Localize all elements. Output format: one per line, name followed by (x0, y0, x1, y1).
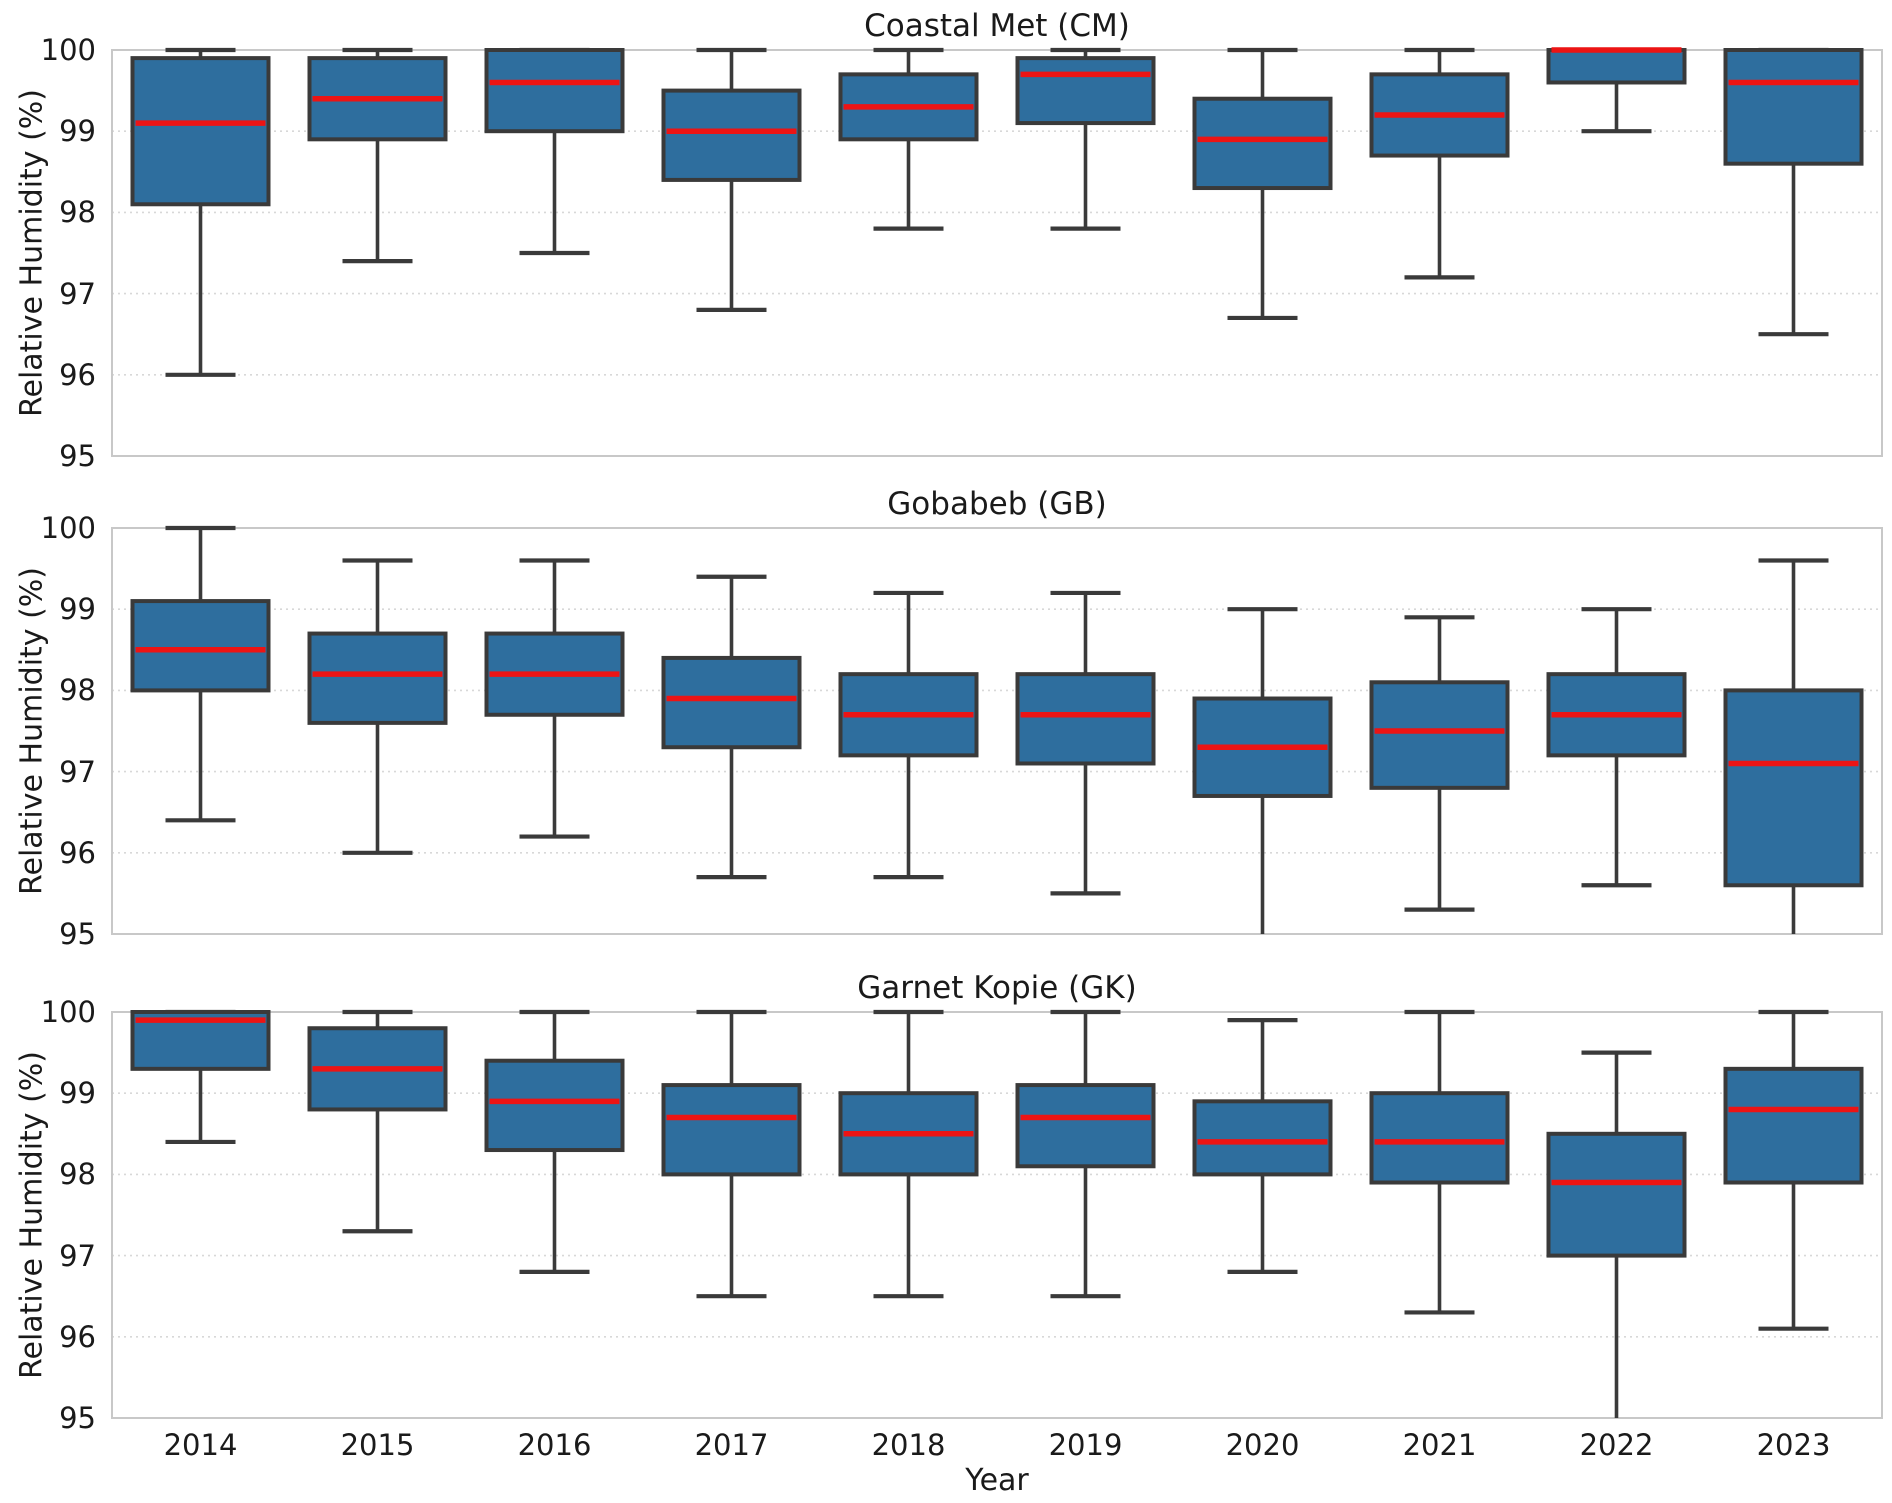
box-coastal-met-cm-2016 (484, 47, 625, 256)
y-tick-96: 96 (59, 835, 96, 870)
y-tick-97: 97 (59, 1238, 96, 1273)
box-gobabeb-gb-2023 (1723, 558, 1864, 934)
box-garnet-kopie-gk-2018 (838, 1009, 979, 1299)
x-tick-2017: 2017 (694, 1428, 769, 1462)
box-gobabeb-gb-2020 (1192, 607, 1333, 934)
box-gobabeb-gb-2021 (1369, 615, 1510, 912)
x-axis-label: Year (965, 1463, 1029, 1498)
y-tick-100: 100 (40, 995, 96, 1029)
box-coastal-met-cm-2023 (1723, 47, 1864, 337)
y-tick-99: 99 (59, 592, 96, 627)
y-tick-96: 96 (59, 357, 96, 392)
box-coastal-met-cm-2020 (1192, 47, 1333, 321)
x-tick-2020: 2020 (1225, 1428, 1300, 1462)
iqr-box (1723, 688, 1864, 888)
y-tick-96: 96 (59, 1319, 96, 1354)
boxplot-axes-coastal-met (111, 47, 1883, 457)
y-tick-95: 95 (59, 1401, 96, 1435)
iqr-box (1192, 1099, 1333, 1177)
box-coastal-met-cm-2021 (1369, 47, 1510, 280)
box-coastal-met-cm-2019 (1015, 47, 1156, 231)
iqr-box (661, 655, 802, 750)
iqr-box (130, 599, 271, 693)
subplot-title-garnet-kopie: Garnet Kopie (GK) (857, 970, 1137, 1006)
box-garnet-kopie-gk-2023 (1723, 1009, 1864, 1331)
box-coastal-met-cm-2014 (130, 47, 271, 377)
box-gobabeb-gb-2016 (484, 558, 625, 839)
y-tick-95: 95 (59, 917, 96, 951)
x-tick-2016: 2016 (517, 1428, 592, 1462)
y-tick-99: 99 (59, 114, 96, 149)
box-coastal-met-cm-2015 (307, 47, 448, 264)
x-tick-2015: 2015 (340, 1428, 415, 1462)
subplot-title-coastal-met: Coastal Met (CM) (864, 8, 1130, 44)
iqr-box (1015, 672, 1156, 766)
box-garnet-kopie-gk-2022 (1546, 1050, 1687, 1418)
iqr-box (484, 1058, 625, 1153)
iqr-box (484, 48, 625, 134)
box-gobabeb-gb-2022 (1546, 607, 1687, 888)
x-tick-2021: 2021 (1402, 1428, 1477, 1462)
boxplot-axes-garnet-kopie (111, 1009, 1883, 1419)
iqr-box (661, 88, 802, 182)
iqr-box (1546, 48, 1687, 85)
box-garnet-kopie-gk-2015 (307, 1009, 448, 1234)
subplot-title-gobabeb: Gobabeb (GB) (887, 486, 1107, 522)
box-gobabeb-gb-2015 (307, 558, 448, 855)
x-tick-2014: 2014 (163, 1428, 238, 1462)
x-tick-2023: 2023 (1756, 1428, 1831, 1462)
box-garnet-kopie-gk-2016 (484, 1009, 625, 1274)
box-garnet-kopie-gk-2020 (1192, 1018, 1333, 1274)
axes-spines (111, 1011, 1883, 1419)
box-coastal-met-cm-2017 (661, 47, 802, 312)
iqr-box (1369, 680, 1510, 790)
y-tick-98: 98 (59, 673, 96, 708)
x-tick-2018: 2018 (871, 1428, 946, 1462)
iqr-box (130, 56, 271, 207)
iqr-box (307, 631, 448, 725)
box-garnet-kopie-gk-2019 (1015, 1009, 1156, 1299)
y-tick-98: 98 (59, 195, 96, 230)
box-gobabeb-gb-2018 (838, 590, 979, 880)
boxplot-axes-gobabeb (111, 525, 1883, 935)
y-tick-100: 100 (40, 511, 96, 545)
iqr-box (1723, 48, 1864, 166)
iqr-box (1723, 1066, 1864, 1185)
box-gobabeb-gb-2019 (1015, 590, 1156, 896)
axes-spines (111, 527, 1883, 935)
y-tick-95: 95 (59, 439, 96, 473)
box-garnet-kopie-gk-2017 (661, 1009, 802, 1299)
y-tick-97: 97 (59, 276, 96, 311)
y-tick-97: 97 (59, 754, 96, 789)
box-gobabeb-gb-2014 (130, 525, 271, 823)
box-garnet-kopie-gk-2014 (130, 1009, 271, 1145)
box-gobabeb-gb-2017 (661, 574, 802, 880)
iqr-box (1546, 1131, 1687, 1258)
iqr-box (1369, 1091, 1510, 1185)
y-tick-99: 99 (59, 1076, 96, 1111)
box-garnet-kopie-gk-2021 (1369, 1009, 1510, 1315)
iqr-box (1192, 96, 1333, 191)
y-tick-98: 98 (59, 1157, 96, 1192)
iqr-box (1015, 1083, 1156, 1169)
x-tick-2019: 2019 (1048, 1428, 1123, 1462)
y-tick-100: 100 (40, 33, 96, 67)
iqr-box (661, 1083, 802, 1177)
box-coastal-met-cm-2018 (838, 47, 979, 231)
axes-spines (111, 49, 1883, 457)
x-tick-2022: 2022 (1579, 1428, 1654, 1462)
box-coastal-met-cm-2022 (1546, 47, 1687, 134)
iqr-box (1015, 56, 1156, 126)
